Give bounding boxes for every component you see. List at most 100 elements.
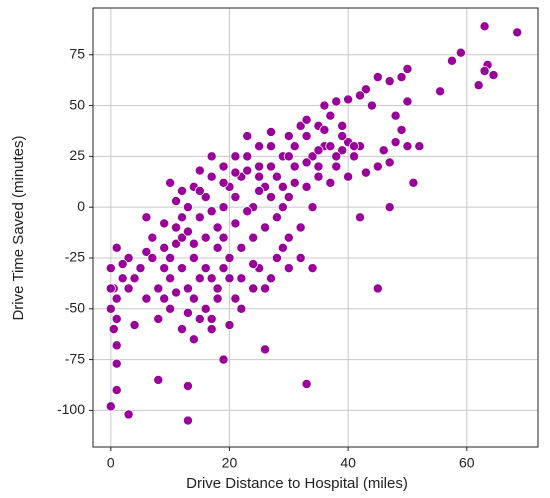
y-tick-label: 75	[69, 45, 85, 61]
x-tick-label: 40	[340, 455, 356, 471]
scatter-point	[218, 177, 229, 188]
scatter-point	[230, 192, 241, 203]
scatter-point	[188, 238, 199, 249]
scatter-point	[313, 171, 324, 182]
y-tick-label: -25	[65, 249, 85, 265]
scatter-point	[230, 293, 241, 304]
x-tick-label: 60	[459, 455, 475, 471]
scatter-point	[242, 151, 253, 162]
scatter-point	[182, 381, 193, 392]
scatter-point	[212, 222, 223, 233]
scatter-point	[188, 293, 199, 304]
scatter-point	[212, 293, 223, 304]
scatter-point	[479, 66, 490, 77]
scatter-point	[254, 171, 265, 182]
scatter-point	[354, 90, 365, 101]
scatter-point	[289, 177, 300, 188]
scatter-point	[313, 145, 324, 156]
scatter-point	[105, 401, 116, 412]
scatter-point	[295, 120, 306, 131]
y-tick-label: 0	[77, 198, 85, 214]
scatter-point	[360, 84, 371, 95]
x-axis-label: Drive Distance to Hospital (miles)	[186, 475, 408, 492]
scatter-point	[260, 222, 271, 233]
scatter-point	[378, 145, 389, 156]
scatter-point	[165, 303, 176, 314]
scatter-point	[129, 273, 140, 284]
scatter-point	[111, 313, 122, 324]
scatter-point	[200, 263, 211, 274]
scatter-point	[402, 63, 413, 74]
y-tick-label: -75	[65, 350, 85, 366]
scatter-point	[271, 212, 282, 223]
scatter-point	[479, 21, 490, 32]
scatter-point	[165, 273, 176, 284]
scatter-point	[230, 218, 241, 229]
scatter-point	[402, 141, 413, 152]
scatter-point	[455, 47, 466, 58]
scatter-point	[206, 273, 217, 284]
scatter-point	[165, 252, 176, 263]
scatter-point	[331, 161, 342, 172]
scatter-point	[105, 263, 116, 274]
scatter-point	[343, 171, 354, 182]
scatter-point	[200, 232, 211, 243]
scatter-point	[111, 242, 122, 253]
scatter-point	[390, 110, 401, 121]
scatter-point	[159, 263, 170, 274]
scatter-point	[301, 114, 312, 125]
scatter-point	[277, 242, 288, 253]
scatter-point	[384, 202, 395, 213]
scatter-point	[200, 192, 211, 203]
scatter-point	[271, 171, 282, 182]
scatter-point	[194, 313, 205, 324]
x-tick-label: 20	[222, 455, 238, 471]
y-axis-label: Drive Time Saved (minutes)	[10, 135, 27, 320]
scatter-point	[206, 313, 217, 324]
scatter-point	[236, 303, 247, 314]
scatter-point	[206, 324, 217, 335]
scatter-point	[171, 196, 182, 207]
scatter-point	[331, 96, 342, 107]
scatter-point	[390, 137, 401, 148]
scatter-point	[218, 161, 229, 172]
scatter-point	[307, 263, 318, 274]
scatter-point	[218, 354, 229, 365]
scatter-point	[141, 212, 152, 223]
scatter-point	[218, 232, 229, 243]
scatter-point	[176, 185, 187, 196]
scatter-point	[384, 157, 395, 168]
scatter-point	[182, 307, 193, 318]
scatter-point	[135, 263, 146, 274]
scatter-point	[111, 293, 122, 304]
scatter-point	[194, 185, 205, 196]
scatter-point	[289, 161, 300, 172]
scatter-point	[105, 283, 116, 294]
scatter-point	[307, 151, 318, 162]
scatter-point	[242, 165, 253, 176]
scatter-point	[301, 378, 312, 389]
scatter-point	[254, 185, 265, 196]
scatter-point	[111, 385, 122, 396]
scatter-point	[171, 238, 182, 249]
scatter-point	[254, 161, 265, 172]
scatter-point	[171, 287, 182, 298]
scatter-point	[325, 110, 336, 121]
scatter-point	[396, 124, 407, 135]
scatter-point	[230, 151, 241, 162]
scatter-point	[265, 273, 276, 284]
scatter-point	[176, 263, 187, 274]
scatter-point	[277, 181, 288, 192]
scatter-point	[194, 212, 205, 223]
scatter-point	[265, 161, 276, 172]
scatter-point	[117, 273, 128, 284]
scatter-point	[301, 131, 312, 142]
scatter-point	[360, 167, 371, 178]
scatter-point	[372, 283, 383, 294]
scatter-point	[271, 252, 282, 263]
scatter-point	[188, 252, 199, 263]
scatter-point	[248, 232, 259, 243]
y-tick-label: -50	[65, 299, 85, 315]
